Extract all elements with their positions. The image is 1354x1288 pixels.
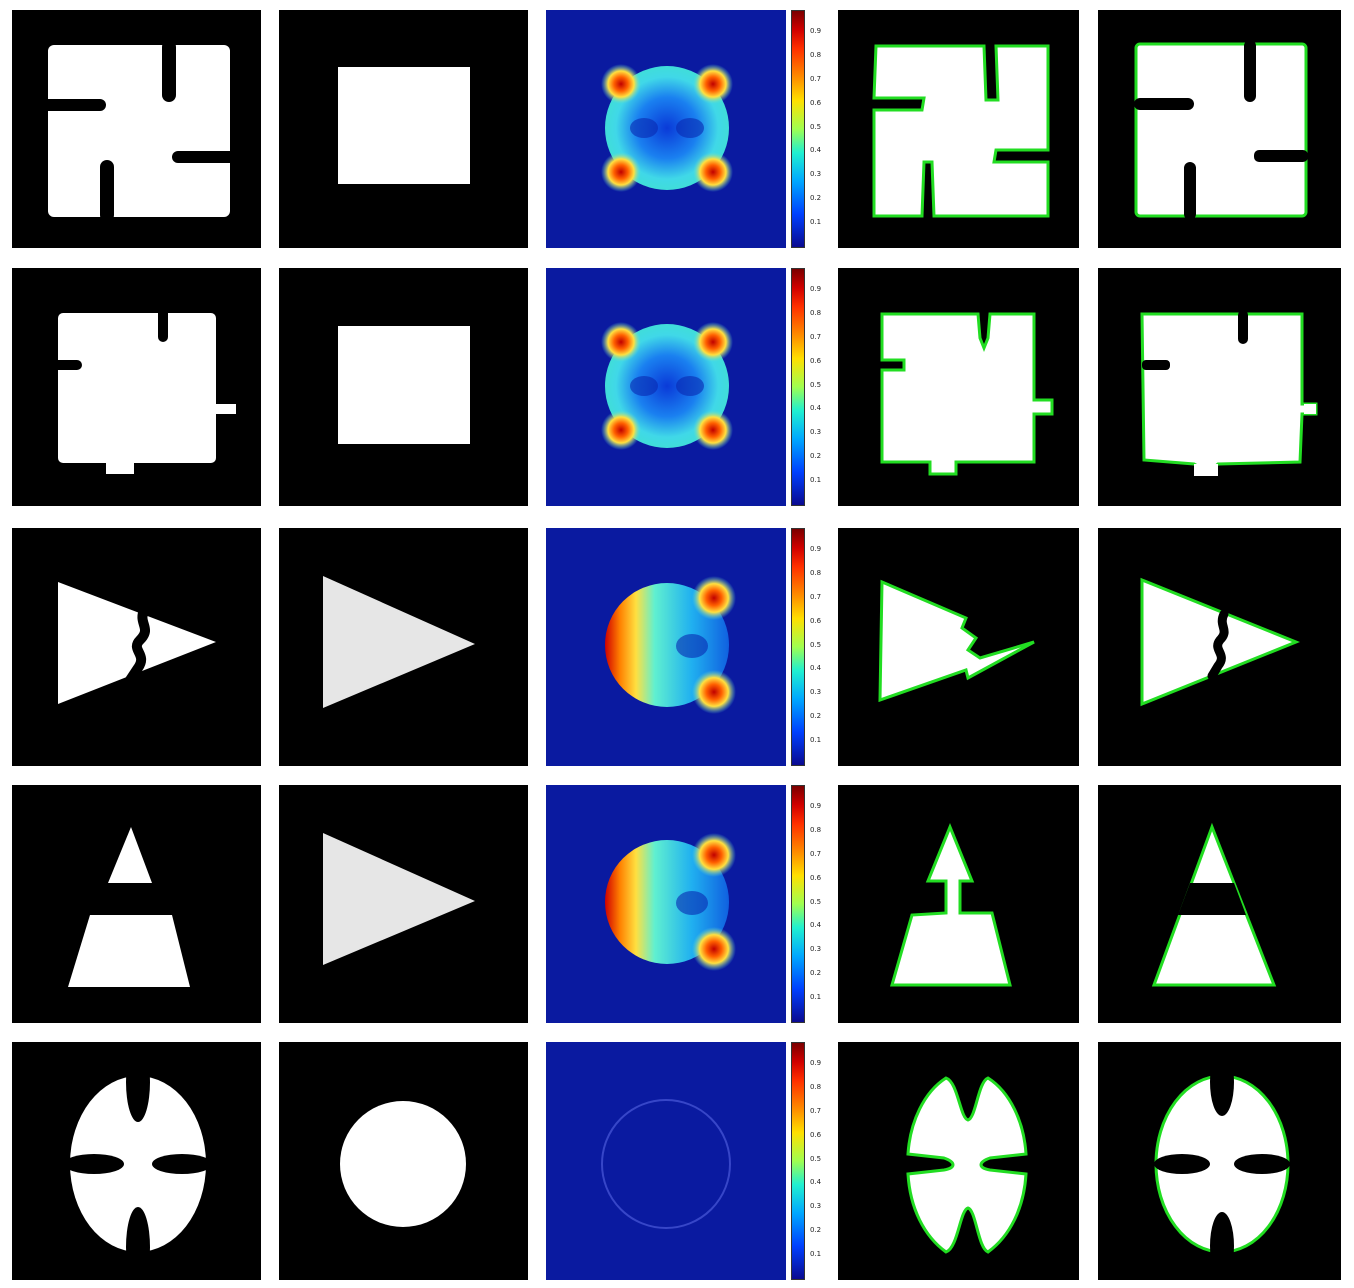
colorbar-tick-label: 0.4 [810,1178,822,1187]
row4-shape-prior [279,785,528,1023]
colorbar-tick-label: 0.5 [810,122,822,131]
colorbar-tick-label: 0.9 [810,1059,822,1068]
row5-probability-map [546,1042,786,1280]
row4-segmentation-result-2 [1098,785,1341,1023]
row1-segmentation-result-2 [1098,10,1341,248]
row5-segmentation-result-1 [838,1042,1079,1280]
row2-segmentation-result-2 [1098,268,1341,506]
colorbar-tick-label: 0.3 [810,428,822,437]
row2-shape-prior [279,268,528,506]
colorbar-tick-label: 0.4 [810,146,822,155]
colorbar-tick-label: 0.2 [810,969,822,978]
colorbar-tick-label: 0.3 [810,170,822,179]
colorbar-tick-label: 0.8 [810,51,822,60]
colorbar-tick-label: 0.7 [810,1107,822,1116]
colorbar-tick-label: 0.3 [810,688,822,697]
row3-probability-map [546,528,786,766]
row3-segmentation-result-2 [1098,528,1341,766]
colorbar-tick-label: 0.7 [810,593,822,602]
colorbar-tick-label: 0.4 [810,664,822,673]
colorbar-tick-label: 0.9 [810,802,822,811]
colorbar-tick-label: 0.8 [810,569,822,578]
row4-input-image [12,785,261,1023]
row1-segmentation-result-1 [838,10,1079,248]
row2-colorbar: 0.9 0.8 0.7 0.6 0.5 0.4 0.3 0.2 0.1 [791,268,821,506]
colorbar-tick-label: 0.1 [810,1249,822,1258]
colorbar-tick-label: 0.8 [810,826,822,835]
colorbar-tick-label: 0.6 [810,1130,822,1139]
colorbar-tick-label: 0.1 [810,217,822,226]
row4-segmentation-result-1 [838,785,1079,1023]
row4-colorbar: 0.9 0.8 0.7 0.6 0.5 0.4 0.3 0.2 0.1 [791,785,821,1023]
colorbar-tick-label: 0.9 [810,545,822,554]
row1-colorbar: 0.9 0.8 0.7 0.6 0.5 0.4 0.3 0.2 0.1 [791,10,821,248]
row2-probability-map [546,268,786,506]
colorbar-tick-label: 0.4 [810,404,822,413]
colorbar-tick-label: 0.6 [810,98,822,107]
colorbar-tick-label: 0.5 [810,380,822,389]
colorbar-tick-label: 0.7 [810,333,822,342]
row5-shape-prior [279,1042,528,1280]
row3-segmentation-result-1 [838,528,1079,766]
colorbar-tick-label: 0.9 [810,285,822,294]
colorbar-tick-label: 0.4 [810,921,822,930]
colorbar-tick-label: 0.2 [810,1226,822,1235]
row1-input-image [12,10,261,248]
row4-probability-map [546,785,786,1023]
row3-input-image [12,528,261,766]
row3-shape-prior [279,528,528,766]
colorbar-tick-label: 0.7 [810,75,822,84]
colorbar-tick-label: 0.5 [810,897,822,906]
row3-colorbar: 0.9 0.8 0.7 0.6 0.5 0.4 0.3 0.2 0.1 [791,528,821,766]
colorbar-tick-label: 0.1 [810,735,822,744]
colorbar-tick-label: 0.5 [810,1154,822,1163]
colorbar-tick-label: 0.6 [810,873,822,882]
colorbar-tick-label: 0.2 [810,452,822,461]
colorbar-tick-label: 0.3 [810,1202,822,1211]
row5-segmentation-result-2 [1098,1042,1341,1280]
colorbar-tick-label: 0.3 [810,945,822,954]
row2-segmentation-result-1 [838,268,1079,506]
colorbar-tick-label: 0.5 [810,640,822,649]
colorbar-tick-label: 0.7 [810,850,822,859]
colorbar-tick-label: 0.8 [810,1083,822,1092]
row5-input-image [12,1042,261,1280]
row2-input-image [12,268,261,506]
colorbar-tick-label: 0.9 [810,27,822,36]
row1-probability-map [546,10,786,248]
colorbar-tick-label: 0.1 [810,992,822,1001]
row5-colorbar: 0.9 0.8 0.7 0.6 0.5 0.4 0.3 0.2 0.1 [791,1042,821,1280]
colorbar-tick-label: 0.2 [810,194,822,203]
colorbar-tick-label: 0.6 [810,616,822,625]
row1-shape-prior [279,10,528,248]
colorbar-tick-label: 0.8 [810,309,822,318]
colorbar-tick-label: 0.6 [810,356,822,365]
colorbar-tick-label: 0.2 [810,712,822,721]
colorbar-tick-label: 0.1 [810,475,822,484]
